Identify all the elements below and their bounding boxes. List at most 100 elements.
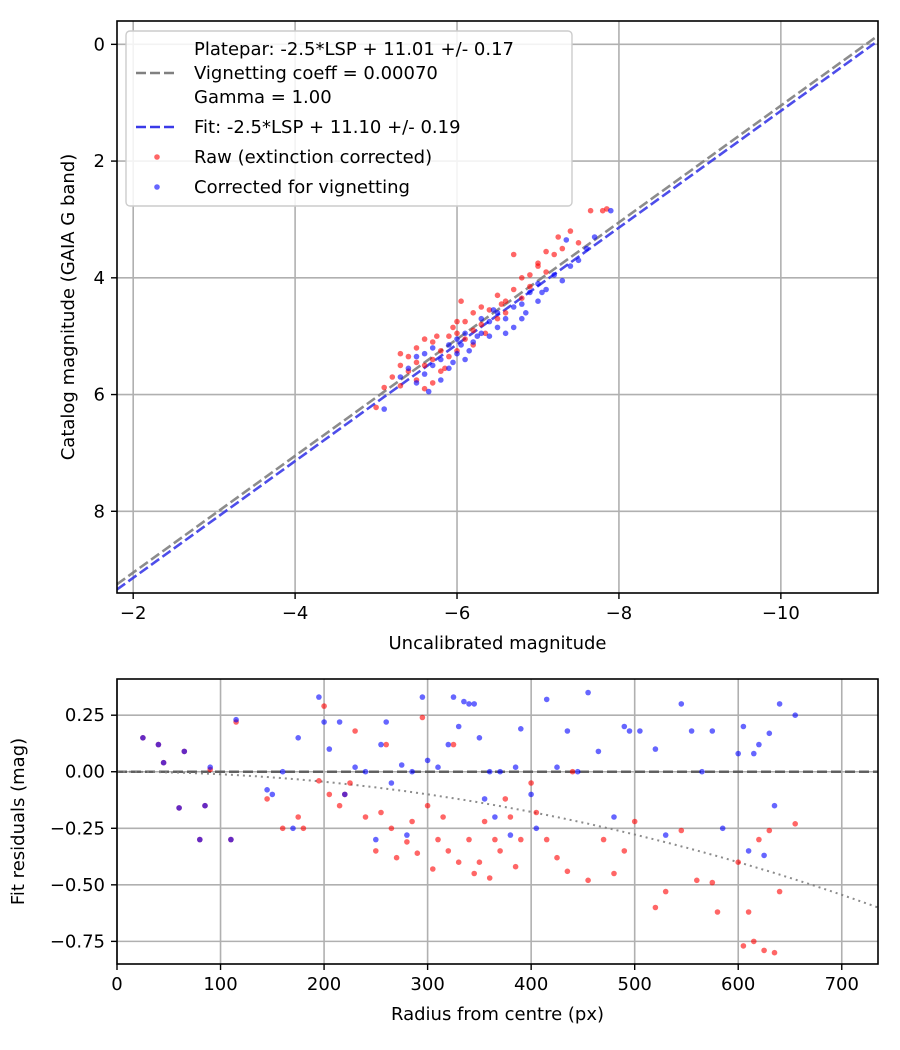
corrected-point [535, 298, 541, 305]
corrected-point [583, 245, 590, 252]
corrected-point [478, 315, 485, 322]
corrected-point [502, 330, 509, 337]
y-tick-label: 0.00 [65, 762, 105, 783]
corrected-point [435, 764, 441, 770]
corrected-point [519, 315, 525, 322]
y-tick-label: 0 [94, 34, 105, 55]
raw-point [494, 315, 501, 322]
corrected-point [510, 304, 517, 310]
raw-point [494, 292, 501, 299]
corrected-point [492, 814, 498, 820]
raw-point [413, 345, 420, 351]
raw-point [471, 870, 478, 877]
raw-point [397, 383, 404, 389]
corrected-point [409, 768, 415, 775]
corrected-point [470, 339, 477, 345]
raw-point [476, 859, 483, 865]
corrected-point [155, 741, 162, 748]
corrected-point [510, 324, 517, 331]
raw-point [362, 814, 369, 820]
legend-label: Fit: -2.5*LSP + 11.10 +/- 0.19 [194, 117, 461, 138]
legend-label: Corrected for vignetting [194, 177, 410, 198]
corrected-point [481, 796, 488, 802]
raw-point [450, 741, 457, 748]
corrected-point [454, 336, 460, 342]
vignetting-curve-line [117, 770, 878, 909]
x-axis-label: Uncalibrated magnitude [388, 633, 606, 654]
corrected-point [207, 764, 213, 770]
raw-point [429, 339, 436, 345]
raw-point [575, 240, 582, 246]
raw-point [543, 269, 549, 275]
corrected-point [450, 694, 457, 700]
corrected-point [419, 694, 426, 700]
corrected-point [455, 723, 462, 730]
raw-point [518, 836, 524, 843]
calibration-panel: −2 −4 −6 −8 −10 0 2 4 6 8 Uncalibrated magnitude Ca… [58, 20, 879, 654]
corrected-point [792, 712, 798, 718]
raw-point [321, 703, 327, 709]
corrected-point [533, 825, 540, 832]
corrected-point [608, 207, 614, 214]
x-tick-label: −10 [762, 603, 800, 624]
corrected-point [494, 324, 501, 331]
corrected-point [462, 356, 468, 363]
corrected-point [735, 750, 741, 757]
raw-point [543, 248, 549, 255]
corrected-point [478, 330, 485, 337]
raw-point [512, 863, 519, 870]
corrected-point [446, 342, 452, 348]
corrected-point [688, 728, 695, 734]
corrected-point [233, 716, 239, 723]
raw-point [455, 859, 462, 865]
raw-point [388, 825, 395, 832]
x-tick-label: 100 [203, 974, 237, 995]
raw-point [352, 728, 358, 734]
corrected-point [751, 750, 757, 757]
corrected-point [446, 365, 452, 372]
raw-point [446, 333, 452, 340]
corrected-point [611, 814, 617, 820]
legend-label: Gamma = 1.00 [194, 87, 332, 108]
corrected-point [450, 359, 456, 366]
raw-point [498, 301, 505, 307]
raw-point [405, 353, 412, 360]
corrected-point [519, 301, 525, 307]
corrected-point [766, 730, 773, 737]
raw-point [478, 321, 485, 328]
corrected-point [551, 272, 557, 278]
corrected-point [535, 280, 541, 287]
raw-point [409, 818, 415, 825]
corrected-point [621, 723, 628, 730]
corrected-point [662, 832, 669, 838]
x-tick-label: −6 [444, 603, 471, 624]
corrected-point [474, 333, 481, 340]
raw-point [454, 318, 460, 325]
corrected-point [494, 310, 501, 316]
raw-point [761, 947, 767, 954]
raw-point [440, 814, 446, 820]
raw-point [419, 714, 426, 721]
corrected-point [352, 764, 358, 770]
raw-point [662, 888, 669, 895]
raw-point [470, 310, 477, 316]
corrected-point [490, 307, 497, 313]
corrected-point [585, 689, 591, 696]
corrected-point [458, 342, 464, 348]
y-axis-label: Fit residuals (mag) [8, 738, 29, 905]
corrected-point [527, 289, 533, 296]
y-tick-label: 2 [94, 151, 105, 172]
corrected-point [454, 350, 460, 357]
raw-point [316, 778, 322, 784]
raw-point [373, 404, 379, 411]
corrected-point [776, 701, 783, 707]
raw-point [450, 324, 456, 331]
raw-point [678, 827, 685, 834]
corrected-point [756, 741, 762, 748]
axes-frame [116, 678, 879, 965]
x-tick-label: −8 [606, 603, 633, 624]
corrected-point [486, 318, 493, 325]
raw-point [528, 780, 534, 786]
raw-point [421, 385, 428, 392]
raw-point [600, 836, 607, 843]
